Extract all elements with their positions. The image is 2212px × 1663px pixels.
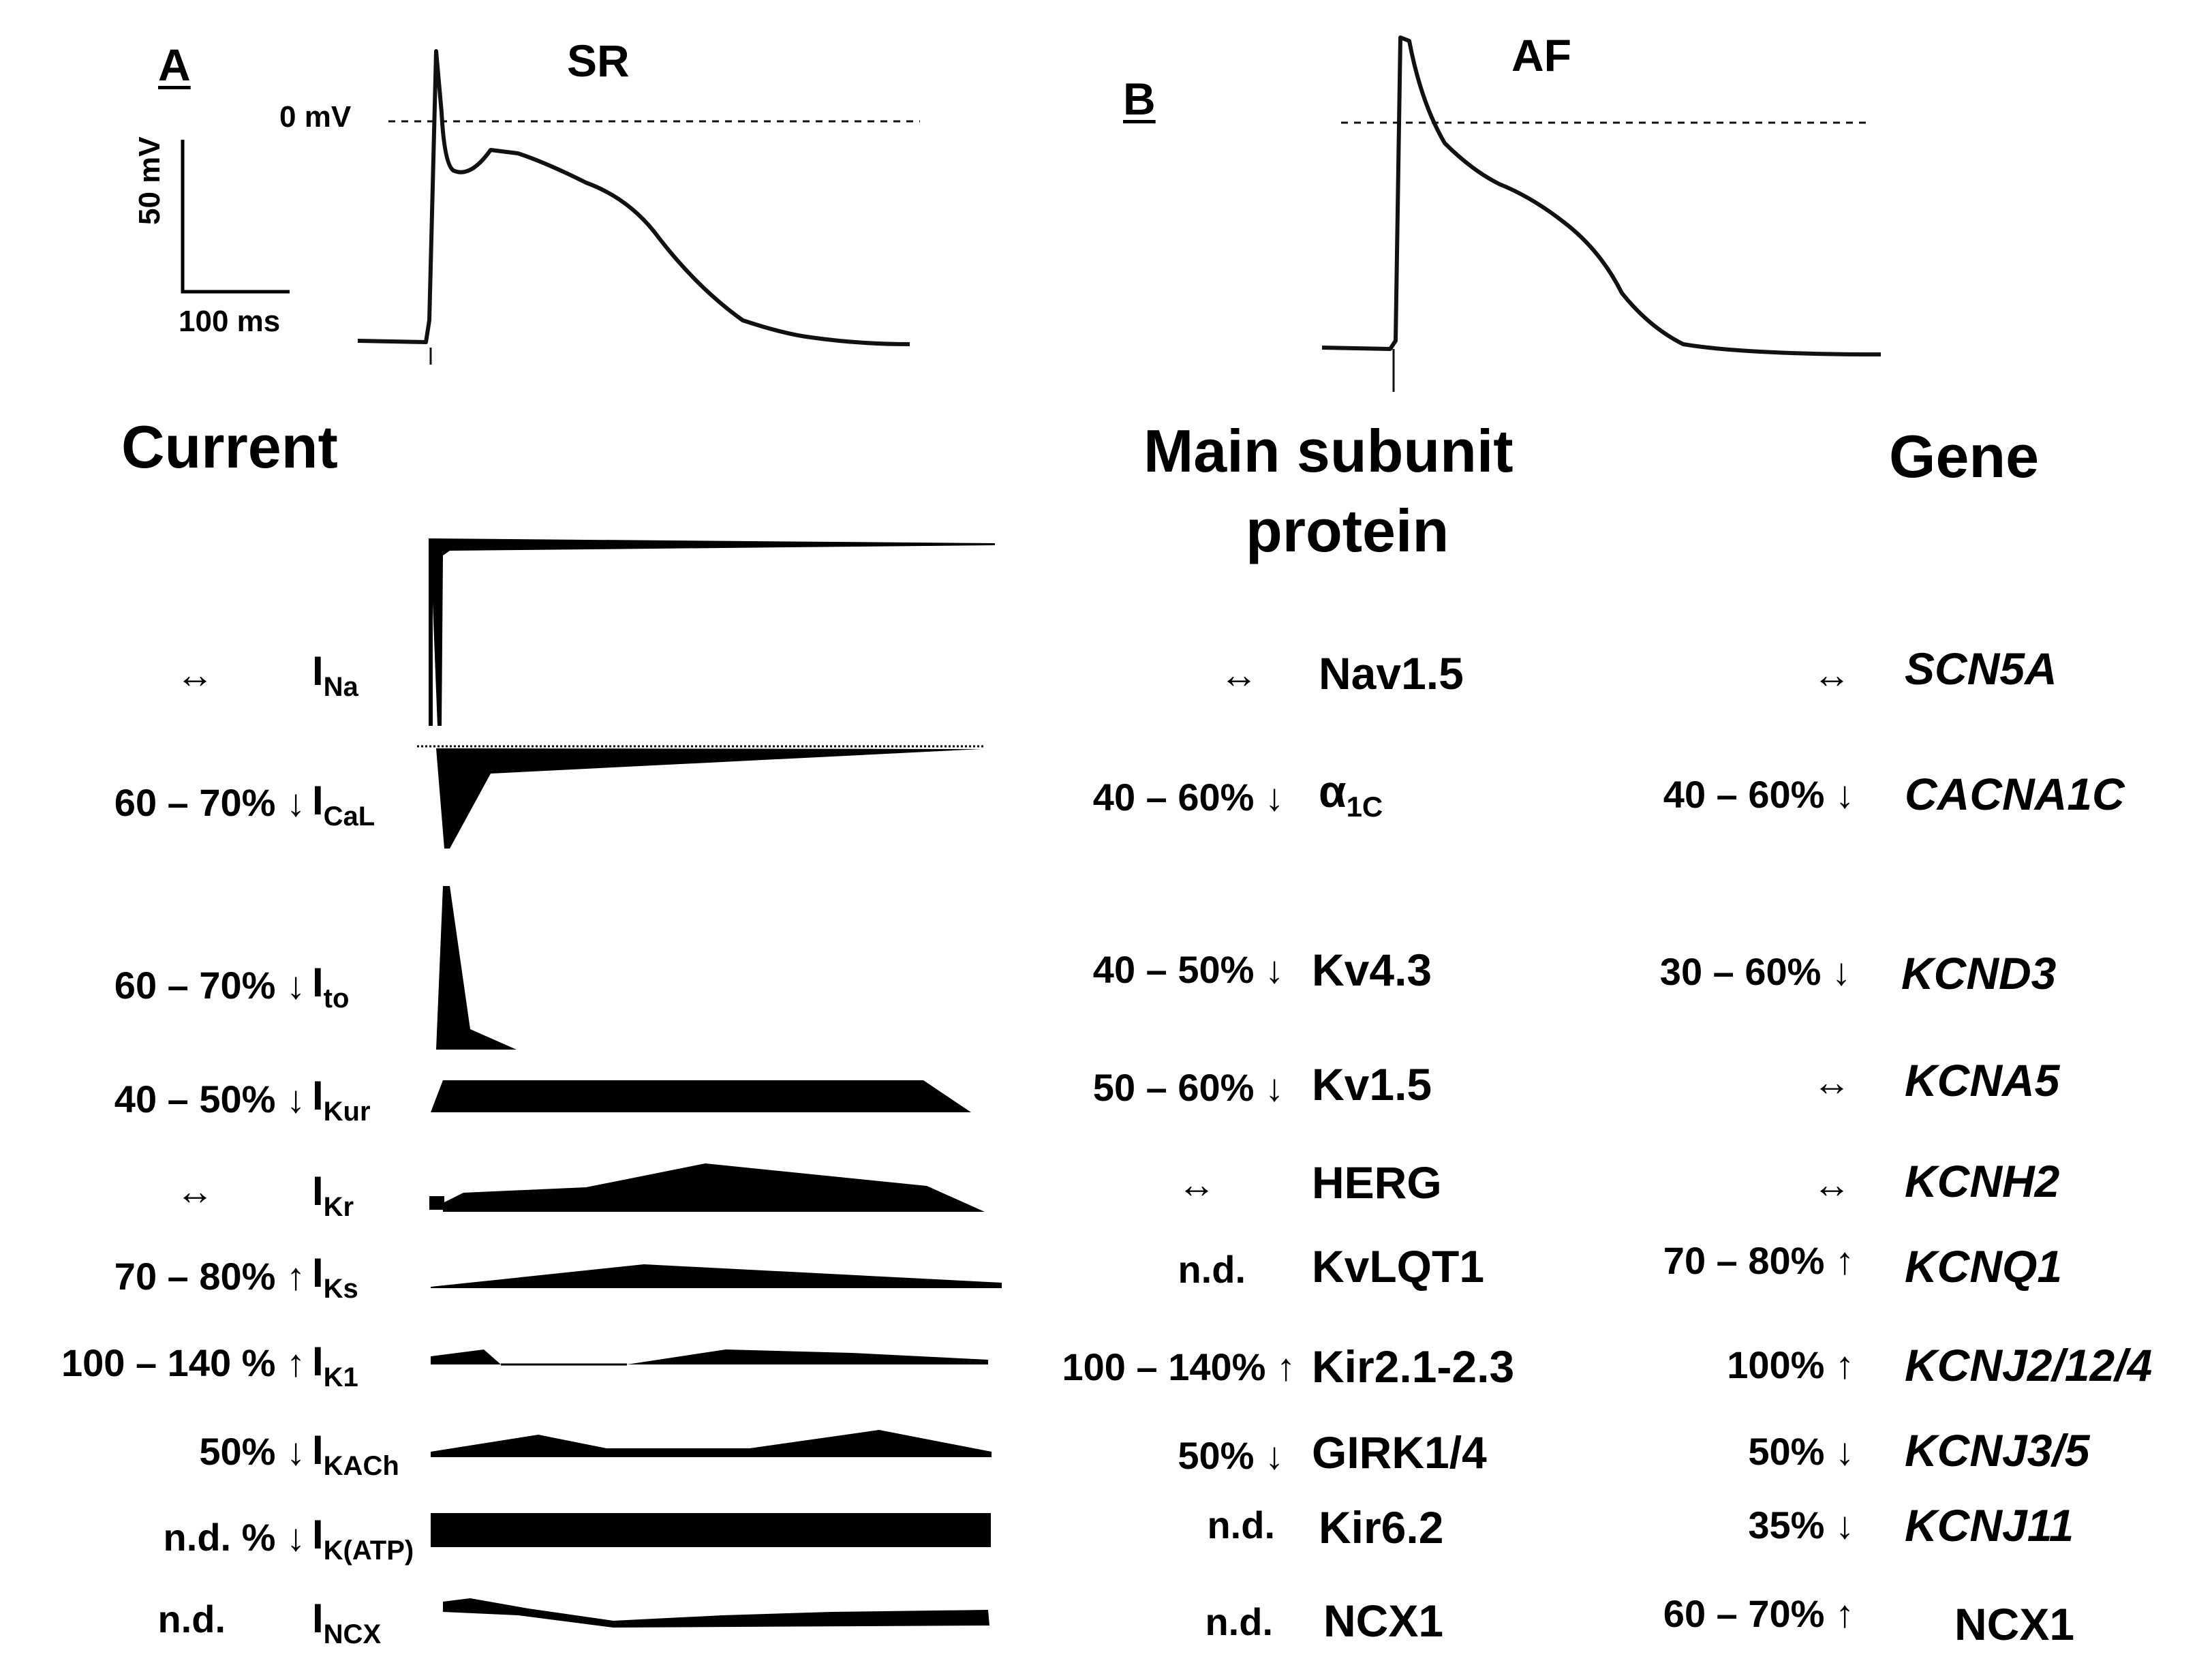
- protein-change: 50 – 60% ↓: [1092, 1066, 1284, 1109]
- protein-change: 40 – 60% ↓: [1092, 776, 1284, 819]
- protein-name: Kv1.5: [1312, 1059, 1432, 1110]
- gene-name: KCNJ3/5: [1905, 1425, 2090, 1476]
- gene-name: SCN5A: [1905, 643, 2057, 694]
- protein-change: 40 – 50% ↓: [1092, 948, 1284, 991]
- current-name: IKACh: [312, 1427, 399, 1481]
- waveform-incx: [443, 1598, 989, 1628]
- current-name: INa: [312, 648, 358, 702]
- gene-name: KCNJ2/12/4: [1905, 1340, 2153, 1390]
- gene-change: 50% ↓: [1748, 1430, 1854, 1473]
- gene-change: 100% ↑: [1727, 1343, 1854, 1386]
- protein-change: ↔: [1220, 653, 1258, 696]
- af-label: AF: [1511, 30, 1571, 80]
- current-name: IKur: [312, 1073, 371, 1127]
- current-waveforms: [417, 538, 1002, 1628]
- gene-change: 35% ↓: [1748, 1504, 1854, 1546]
- current-name: IK1: [312, 1339, 358, 1392]
- waveform-ikach: [431, 1430, 992, 1457]
- waveform-ina: [429, 538, 995, 726]
- waveform-ical: [417, 745, 985, 849]
- sr-action-potential: [357, 49, 920, 365]
- current-name: INCX: [312, 1596, 382, 1649]
- current-name: Ito: [312, 960, 350, 1013]
- protein-change: ↔: [1178, 1163, 1216, 1206]
- gene-change: ↔: [1813, 1061, 1851, 1103]
- gene-change: 40 – 60% ↓: [1663, 773, 1854, 816]
- protein-change: n.d.: [1178, 1248, 1246, 1291]
- protein-name: KvLQT1: [1312, 1241, 1485, 1292]
- current-name: IKr: [312, 1168, 354, 1222]
- header-gene: Gene: [1889, 423, 2040, 490]
- gene-change: ↔: [1813, 653, 1851, 696]
- protein-name: HERG: [1312, 1157, 1442, 1208]
- header-protein-line2: protein: [1246, 497, 1449, 564]
- gene-name: NCX1: [1954, 1599, 2075, 1649]
- gene-name: KCNH2: [1905, 1156, 2060, 1206]
- gene-change: ↔: [1813, 1163, 1851, 1206]
- waveform-ik1: [431, 1349, 988, 1366]
- waveform-ito: [436, 886, 517, 1050]
- protein-name: Nav1.5: [1319, 648, 1464, 699]
- current-change: 50% ↓: [199, 1430, 305, 1473]
- scale-time-label: 100 ms: [179, 305, 281, 338]
- current-change: 60 – 70% ↓: [114, 781, 305, 824]
- gene-change: 30 – 60% ↓: [1659, 950, 1851, 993]
- gene-name: CACNA1C: [1905, 769, 2125, 819]
- protein-change: n.d.: [1207, 1504, 1275, 1546]
- waveform-ikr: [429, 1163, 985, 1212]
- header-current: Current: [121, 413, 338, 480]
- scale-bar: [181, 140, 290, 294]
- panel-a-label: A: [158, 40, 191, 90]
- protein-name: Kv4.3: [1312, 945, 1432, 995]
- protein-name: NCX1: [1323, 1596, 1444, 1646]
- waveform-ikur: [431, 1080, 971, 1112]
- current-change: ↔: [176, 1170, 214, 1212]
- zero-mv-label: 0 mV: [279, 100, 352, 134]
- current-change: 70 – 80% ↑: [114, 1255, 305, 1298]
- protein-name: α1C: [1319, 766, 1383, 823]
- gene-change: 60 – 70% ↑: [1663, 1592, 1854, 1635]
- protein-change: 100 – 140% ↑: [1062, 1345, 1295, 1388]
- protein-name: Kir2.1-2.3: [1312, 1341, 1515, 1392]
- sr-trace: [357, 49, 910, 346]
- current-name: ICaL: [312, 778, 375, 832]
- protein-change: 50% ↓: [1178, 1434, 1284, 1477]
- waveform-ikatp: [431, 1513, 991, 1547]
- scale-voltage-label: 50 mV: [133, 136, 166, 225]
- protein-name: GIRK1/4: [1312, 1427, 1487, 1478]
- current-change: 60 – 70% ↓: [114, 964, 305, 1007]
- header-protein-line1: Main subunit: [1143, 417, 1514, 485]
- af-trace: [1321, 35, 1881, 356]
- gene-change: 70 – 80% ↑: [1663, 1239, 1854, 1282]
- gene-name: KCNJ11: [1905, 1500, 2074, 1551]
- current-name: IK(ATP): [312, 1512, 414, 1566]
- waveform-iks: [431, 1264, 1002, 1288]
- current-change: 100 – 140 % ↑: [61, 1341, 305, 1384]
- protein-name: Kir6.2: [1319, 1502, 1444, 1553]
- current-change: n.d. % ↓: [163, 1516, 305, 1559]
- af-action-potential: [1321, 35, 1881, 392]
- gene-name: KCND3: [1901, 948, 2057, 998]
- panel-b-label: B: [1123, 74, 1156, 124]
- current-change: 40 – 50% ↓: [114, 1078, 305, 1120]
- current-change: n.d.: [157, 1598, 226, 1641]
- current-name: IKs: [312, 1250, 358, 1304]
- protein-change: n.d.: [1205, 1600, 1273, 1643]
- gene-name: KCNA5: [1905, 1055, 2060, 1105]
- current-change: ↔: [176, 653, 214, 696]
- gene-name: KCNQ1: [1905, 1241, 2063, 1292]
- sr-label: SR: [567, 35, 630, 86]
